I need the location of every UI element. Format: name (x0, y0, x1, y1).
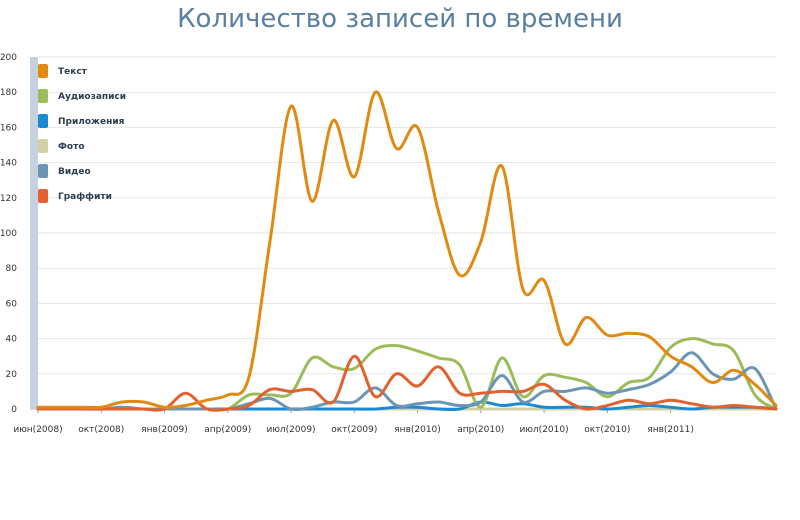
y-tick-label: 40 (6, 335, 18, 345)
x-tick-label: янв(2010) (394, 425, 441, 435)
legend: Текст Аудиозаписи Приложения Фото Видео Графф… (38, 64, 126, 203)
series-line-0 (36, 90, 778, 410)
y-tick-label: 160 (0, 123, 17, 133)
series-lines (36, 90, 778, 412)
legend-swatch (38, 64, 48, 78)
x-tick-label: янв(2011) (647, 425, 694, 435)
legend-label: Аудиозаписи (58, 92, 126, 102)
legend-swatch (38, 189, 48, 203)
x-tick-label: апр(2010) (457, 425, 504, 435)
y-tick-label: 60 (6, 299, 18, 309)
y-tick-label: 180 (0, 88, 17, 98)
y-tick-label: 20 (6, 370, 18, 380)
x-tick-label: янв(2009) (141, 425, 188, 435)
y-tick-label: 200 (0, 53, 17, 63)
legend-swatch (38, 164, 48, 178)
y-tick-label: 80 (6, 264, 18, 274)
x-tick-label: окт(2010) (584, 425, 630, 435)
y-tick-label: 0 (11, 405, 17, 415)
legend-label: Текст (58, 67, 88, 77)
y-tick-label: 120 (0, 194, 17, 204)
x-tick-label: окт(2008) (78, 425, 124, 435)
x-tick-label: июн(2008) (13, 425, 62, 435)
series-line-5 (36, 354, 778, 412)
grid (38, 56, 776, 410)
legend-swatch (38, 139, 48, 153)
legend-label: Приложения (58, 117, 125, 127)
x-tick-label: июл(2009) (266, 425, 315, 435)
chart-title: Количество записей по времени (177, 4, 623, 34)
y-tick-label: 100 (0, 229, 17, 239)
x-tick-label: окт(2009) (331, 425, 377, 435)
y-tick-label: 140 (0, 159, 17, 169)
y-axis-band (30, 57, 38, 409)
x-tick-label: июл(2010) (520, 425, 569, 435)
x-tick-label: апр(2009) (204, 425, 251, 435)
legend-swatch (38, 89, 48, 103)
legend-label: Видео (58, 167, 91, 177)
legend-label: Граффити (58, 192, 112, 202)
legend-label: Фото (58, 142, 85, 152)
legend-swatch (38, 114, 48, 128)
